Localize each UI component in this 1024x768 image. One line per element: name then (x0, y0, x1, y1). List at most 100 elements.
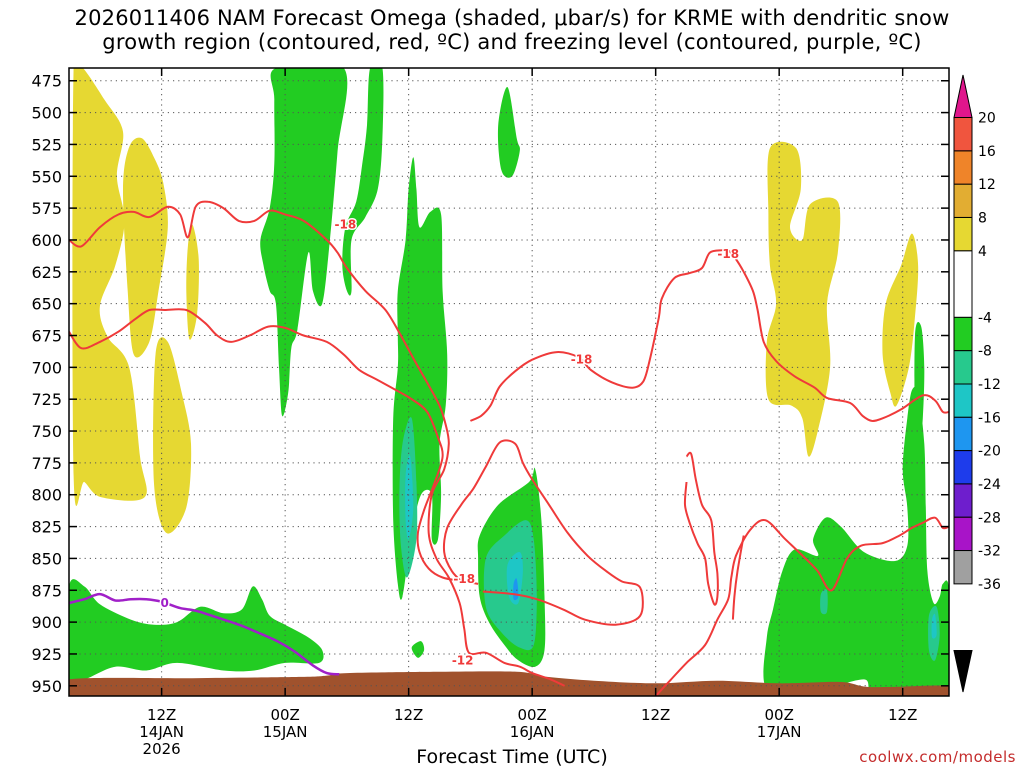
dgz-contour-line (442, 439, 644, 626)
colorbar-bin (953, 450, 973, 485)
y-tick-label: 550 (31, 167, 62, 186)
x-tick-label: 12Z (394, 706, 423, 724)
omega-shading (69, 68, 949, 696)
colorbar-low-arrow (953, 650, 973, 693)
colorbar-bin (953, 250, 973, 318)
omega-region (820, 589, 828, 615)
omega-region (69, 579, 324, 687)
credit-link[interactable]: coolwx.com/models (859, 748, 1016, 766)
y-tick-label: 525 (31, 135, 62, 154)
omega-region (882, 233, 919, 407)
y-tick-label: 650 (31, 295, 62, 314)
contour-label: -18 (717, 247, 739, 261)
x-tick-label: 12Z (641, 706, 670, 724)
colorbar-label: -4 (978, 310, 992, 326)
colorbar-label: 16 (978, 144, 996, 160)
contour-label: 0 (161, 596, 169, 610)
colorbar-bin (953, 183, 973, 218)
y-tick-label: 875 (31, 581, 62, 600)
dgz-contour-line (69, 200, 566, 687)
dgz-contour-line (654, 516, 949, 696)
colorbar-label: -8 (978, 344, 992, 360)
y-tick-label: 675 (31, 327, 62, 346)
colorbar-bin (953, 316, 973, 352)
omega-region (342, 68, 384, 296)
omega-region (506, 551, 523, 605)
contour-label: -18 (571, 353, 593, 367)
omega-region (411, 641, 425, 658)
contour-label: -18 (453, 572, 475, 586)
colorbar-label: -16 (978, 410, 1001, 426)
dgz-contour-line (721, 248, 949, 422)
y-tick-label: 625 (31, 263, 62, 282)
colorbar-label: 4 (978, 244, 987, 260)
x-tick-date: 17JAN (757, 723, 802, 741)
x-tick-label: 00Z (517, 706, 546, 724)
x-tick-date: 16JAN (510, 723, 555, 741)
dgz-contour-line (69, 308, 479, 585)
contour-label: -12 (452, 653, 474, 667)
dgz-contour-line (731, 535, 745, 620)
colorbar-bin (953, 117, 973, 152)
x-tick-label: 12Z (888, 706, 917, 724)
colorbar-label: 20 (978, 111, 996, 127)
omega-region (153, 337, 192, 534)
y-tick-label: 475 (31, 72, 62, 91)
y-tick-label: 775 (31, 454, 62, 473)
colorbar-label: -24 (978, 477, 1001, 493)
dgz-contour-line (683, 451, 719, 606)
title-line-1: 2026011406 NAM Forecast Omega (shaded, μ… (74, 6, 950, 30)
colorbar-bin (953, 383, 973, 418)
colorbar-bin (953, 216, 973, 252)
omega-region (931, 613, 937, 639)
colorbar-label: -12 (978, 377, 1001, 393)
omega-region (497, 86, 520, 178)
colorbar-label: 8 (978, 210, 987, 226)
colorbar-label: -20 (978, 444, 1001, 460)
colorbar-bin (953, 150, 973, 185)
omega-region (122, 137, 168, 358)
y-tick-label: 700 (31, 358, 62, 377)
y-tick-label: 600 (31, 231, 62, 250)
dgz-contour-line (469, 249, 723, 422)
x-tick-date: 14JAN (139, 723, 184, 741)
y-tick-label: 825 (31, 518, 62, 537)
freezing-level-line (69, 592, 340, 676)
colorbar-label: -36 (978, 577, 1001, 593)
x-tick-date: 15JAN (263, 723, 308, 741)
y-tick-label: 925 (31, 645, 62, 664)
contour-label: -18 (335, 218, 357, 232)
colorbar-bin (953, 516, 973, 552)
contour-layer: -18 -18 -18 -18 -12 0 (69, 200, 949, 696)
omega-region (405, 455, 414, 540)
x-axis-title: Forecast Time (UTC) (416, 746, 608, 768)
y-tick-label: 725 (31, 390, 62, 409)
x-tick-label: 00Z (764, 706, 793, 724)
y-tick-label: 950 (31, 677, 62, 696)
omega-region (72, 68, 147, 506)
plot-frame (68, 67, 950, 697)
y-tick-label: 500 (31, 104, 62, 123)
y-tick-label: 800 (31, 486, 62, 505)
omega-region (763, 386, 949, 696)
colorbar-label: -28 (978, 510, 1001, 526)
y-axis: 475 500 525 550 575 600 625 650 675 700 725 750 775 8… (31, 72, 949, 696)
colorbar-high-arrow (953, 74, 973, 118)
omega-region (260, 68, 348, 417)
colorbar-bin (953, 350, 973, 385)
terrain-fill (69, 671, 949, 696)
colorbar-bin (953, 550, 973, 585)
x-tick-year: 2026 (143, 740, 181, 758)
title-line-2: growth region (contoured, red, ºC) and f… (102, 30, 922, 54)
colorbar: 20 16 12 8 4 -4 -8 -12 -16 -20 -24 -28 -32 -36 (953, 74, 1001, 693)
colorbar-label: -32 (978, 544, 1001, 560)
omega-region (765, 141, 841, 457)
y-tick-label: 900 (31, 613, 62, 632)
colorbar-label: 12 (978, 177, 996, 193)
colorbar-bin (953, 483, 973, 518)
y-tick-label: 850 (31, 549, 62, 568)
y-tick-label: 575 (31, 199, 62, 218)
x-tick-label: 00Z (270, 706, 299, 724)
